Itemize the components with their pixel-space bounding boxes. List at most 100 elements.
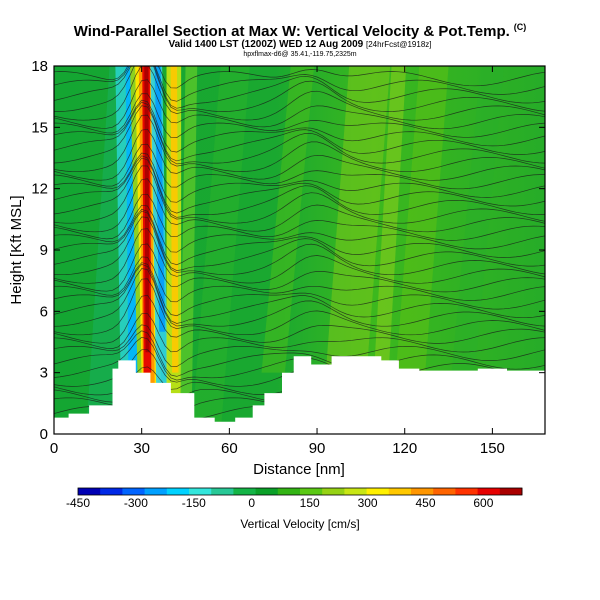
isentrope-contour [54, 294, 545, 344]
terrain-mask [54, 356, 545, 434]
isentrope-contour [54, 155, 545, 214]
isentrope-contour [54, 268, 545, 327]
colorbar-tick-label: 450 [415, 496, 435, 510]
velocity-band-weak-up [451, 66, 505, 373]
velocity-band-downdraft [154, 66, 166, 332]
y-tick-label: 9 [40, 242, 48, 259]
colorbar-segment [477, 488, 501, 495]
isentrope-contour [54, 256, 545, 303]
isentrope-contour [54, 313, 545, 353]
isentrope-contour [54, 228, 545, 284]
velocity-band-weak-up [395, 66, 449, 373]
isentrope-contour [54, 263, 545, 324]
colorbar-tick-label: -150 [182, 496, 206, 510]
y-tick-label: 6 [40, 303, 48, 320]
chart-location-line: hpxflmax-d6@ 35.41,-119.75,2325m [243, 51, 357, 58]
colorbar-segment [233, 488, 256, 495]
chart-subtitle-forecast: [24hrFcst@1918z] [366, 40, 432, 49]
colorbar-title: Vertical Velocity [cm/s] [240, 517, 359, 531]
potential-temperature-contours [54, 66, 545, 431]
isentrope-contour [54, 243, 545, 293]
isentrope-contour [54, 178, 545, 233]
velocity-band-weak-up [179, 66, 198, 434]
isentrope-contour [54, 193, 545, 241]
y-axis-ticks: 0 3 6 9 12 15 18 [31, 58, 545, 443]
colorbar-segment [388, 488, 412, 495]
chart-subtitle: Valid 1400 LST (1200Z) WED 12 Aug 2009 [… [0, 39, 600, 50]
isentrope-contour [54, 101, 545, 162]
x-axis-label: Distance [nm] [253, 461, 345, 478]
chart-subtitle-text: Valid 1400 LST (1200Z) WED 12 Aug 2009 [168, 39, 364, 50]
x-tick-label: 0 [50, 440, 58, 457]
isentrope-contour [54, 165, 545, 224]
y-tick-label: 0 [40, 426, 48, 443]
colorbar-segment [189, 488, 212, 495]
colorbar-tick-label: -300 [124, 496, 148, 510]
x-tick-label: 120 [392, 440, 417, 457]
isentrope-contour [54, 79, 545, 130]
colorbar-segment [499, 488, 523, 495]
colorbar-segment [300, 488, 323, 495]
isentrope-contour [54, 208, 545, 266]
colorbar-tick-label: -450 [66, 496, 90, 510]
plot-area [54, 66, 545, 434]
colorbar-segment [366, 488, 390, 495]
colorbar-segment [277, 488, 301, 495]
velocity-band-updraft [170, 66, 179, 373]
isentrope-contour [54, 66, 545, 121]
isentrope-contour [54, 66, 545, 89]
colorbar-segment [166, 488, 190, 495]
x-tick-label: 60 [221, 440, 238, 457]
isentrope-contour [54, 66, 545, 109]
colorbar-frame [77, 487, 523, 496]
colorbar-segment [144, 488, 168, 495]
isentrope-contour [54, 330, 545, 377]
x-tick-label: 30 [133, 440, 150, 457]
isentrope-contour [54, 216, 545, 276]
isentrope-contour [54, 128, 545, 181]
colorbar-tick-label: 150 [300, 496, 320, 510]
velocity-band-weak-up [325, 66, 391, 373]
x-tick-label: 150 [480, 440, 505, 457]
chart-title-text: Wind-Parallel Section at Max W: Vertical… [73, 23, 510, 40]
colorbar-segment [455, 488, 478, 495]
colorbar-segment [433, 488, 456, 495]
isentrope-contour [54, 324, 545, 367]
isentrope-contour [54, 66, 545, 102]
x-axis-ticks: 0 30 60 90 120 150 [50, 66, 505, 457]
isentrope-contour [54, 143, 545, 190]
y-tick-label: 12 [31, 181, 48, 198]
isentrope-contour [54, 93, 545, 138]
y-tick-label: 15 [31, 119, 48, 136]
colorbar-tick-label: 600 [473, 496, 493, 510]
velocity-band-weak-up [374, 66, 407, 373]
isentrope-contour [54, 152, 545, 203]
isentrope-contour [54, 99, 545, 153]
isentrope-contour [54, 204, 545, 253]
y-axis-label: Height [Kft MSL] [8, 195, 25, 304]
y-tick-label: 18 [31, 58, 48, 75]
isentrope-contour [54, 262, 545, 317]
x-tick-label: 90 [309, 440, 326, 457]
colorbar-segment [78, 488, 101, 495]
colorbar-segment [255, 488, 279, 495]
isentrope-contour [54, 114, 545, 173]
colorbar-segment [322, 488, 345, 495]
isentrope-contour [54, 210, 545, 271]
velocity-band-weak-up [191, 66, 250, 434]
colorbar-segment [100, 488, 123, 495]
colorbar-tick-label: 300 [358, 496, 378, 510]
colorbar [77, 487, 523, 496]
colorbar-segment [122, 488, 145, 495]
colorbar-segment [344, 488, 367, 495]
isentrope-contour [54, 66, 545, 112]
colorbar-segment [211, 488, 234, 495]
chart-title-units: (C) [513, 22, 527, 32]
colorbar-tick-labels: -450 -300 -150 0 150 300 450 600 [66, 496, 494, 510]
chart-title: Wind-Parallel Section at Max W: Vertical… [0, 22, 600, 40]
colorbar-segment [411, 488, 434, 495]
y-tick-label: 3 [40, 365, 48, 382]
isentrope-contour [54, 157, 545, 218]
colorbar-tick-label: 0 [248, 496, 255, 510]
